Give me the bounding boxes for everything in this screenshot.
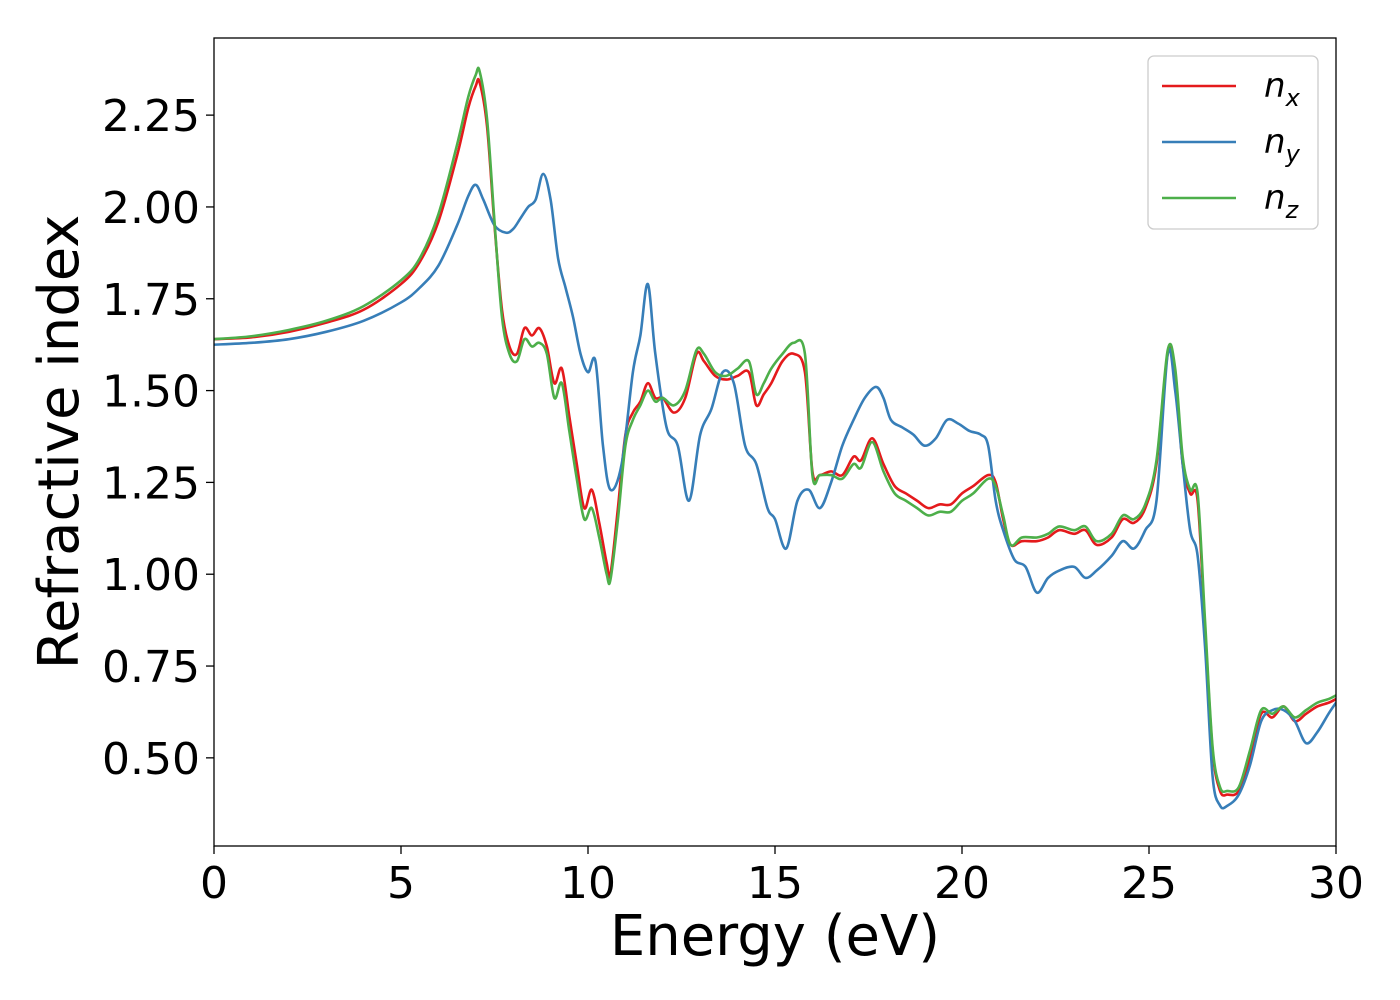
series-layer: [214, 66, 1336, 810]
legend: nx ny nz: [1147, 55, 1319, 230]
y-tick-label: 1.50: [102, 367, 200, 418]
y-tick-label: 1.00: [102, 550, 200, 601]
legend-label-y: ny: [1264, 122, 1301, 168]
legend-label-z: nz: [1264, 178, 1300, 224]
x-tick-label: 25: [1121, 858, 1177, 909]
series-line-y: [214, 172, 1336, 810]
x-tick-label: 20: [934, 858, 990, 909]
x-tick-label: 15: [747, 858, 803, 909]
y-tick-label: 0.75: [102, 642, 200, 693]
y-tick-label: 2.25: [102, 91, 200, 142]
x-tick-label: 30: [1308, 858, 1364, 909]
x-tick-label: 10: [560, 858, 616, 909]
y-tick-label: 1.25: [102, 458, 200, 509]
y-axis-title: Refractive index: [27, 215, 92, 670]
y-axis: 0.50 0.75 1.00 1.25 1.50 1.75 2.00 2.25: [102, 91, 214, 785]
legend-label-x: nx: [1264, 66, 1301, 112]
x-axis-title: Energy (eV): [610, 904, 940, 969]
x-tick-label: 0: [200, 858, 228, 909]
series-line-z: [214, 66, 1336, 794]
y-tick-label: 2.00: [102, 183, 200, 234]
y-tick-label: 0.50: [102, 734, 200, 785]
x-axis: 0 5 10 15 20 25 30: [200, 846, 1364, 909]
x-tick-label: 5: [387, 858, 415, 909]
y-tick-label: 1.75: [102, 275, 200, 326]
